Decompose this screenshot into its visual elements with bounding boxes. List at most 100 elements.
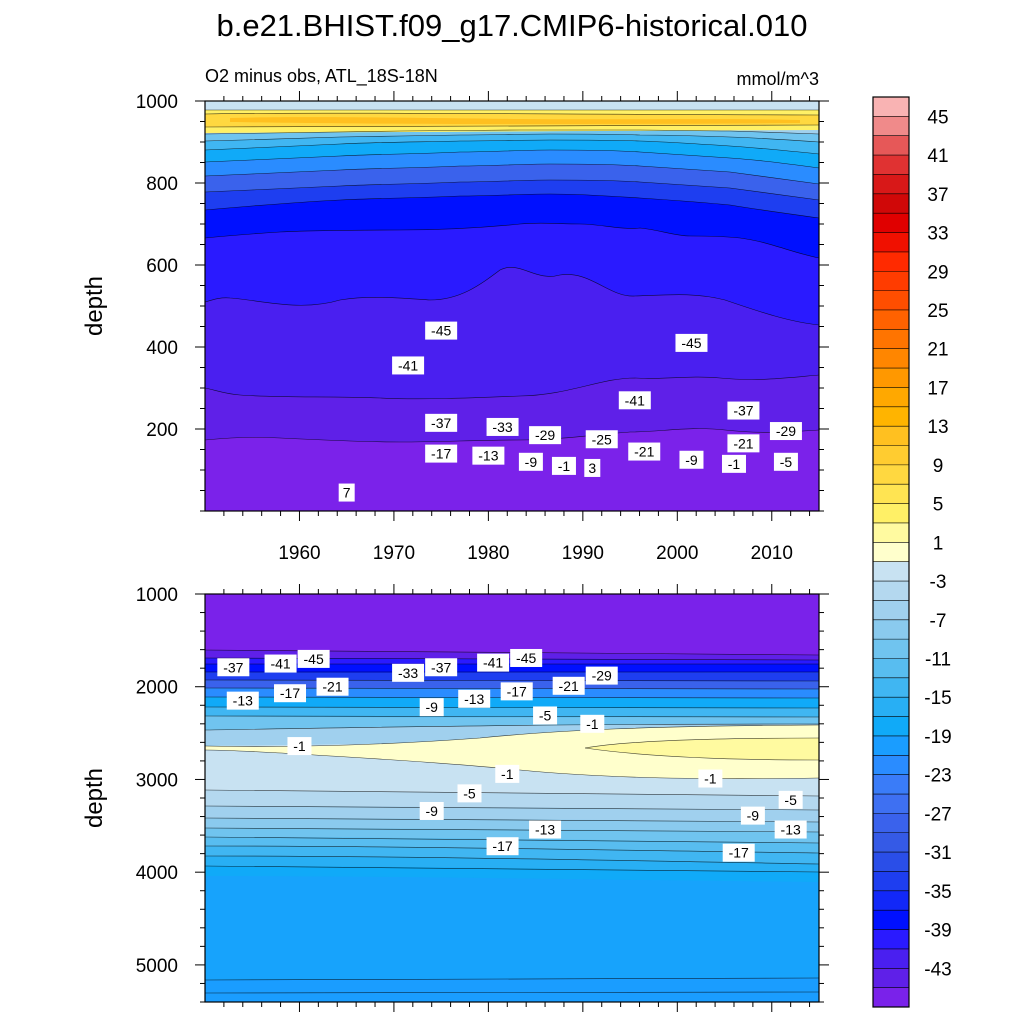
svg-text:-9: -9 [747, 808, 760, 824]
svg-text:-21: -21 [559, 678, 579, 694]
colorbar: 45 41 37 33 29 25 21 17 13 9 5 1 -3 -7 -11 -15 -19 -23 -27… [872, 96, 952, 1008]
bottom-y-tick-label: 4000 [136, 863, 178, 884]
colorbar-swatch [873, 832, 909, 853]
colorbar-swatch [873, 697, 909, 718]
contour-label: -21 [552, 676, 585, 695]
contour-label: -37 [425, 658, 458, 677]
colorbar-label: 29 [927, 262, 948, 283]
contour-label: -17 [486, 837, 519, 856]
contour-label: -1 [551, 456, 576, 475]
colorbar-swatch [873, 97, 909, 117]
contour-label: -1 [698, 769, 723, 788]
svg-text:-41: -41 [625, 392, 645, 408]
top-y-tick-label: 400 [146, 338, 178, 359]
colorbar-label: 45 [927, 107, 948, 128]
svg-text:-9: -9 [525, 454, 538, 470]
colorbar-swatch [873, 329, 909, 350]
svg-text:-5: -5 [784, 792, 797, 808]
colorbar-swatch [873, 368, 909, 388]
colorbar-label: 25 [927, 301, 948, 322]
svg-text:-45: -45 [681, 335, 701, 351]
svg-text:-45: -45 [516, 650, 536, 666]
bottom-y-axis: 1000 2000 3000 4000 5000 [136, 585, 829, 1003]
svg-text:-29: -29 [535, 427, 555, 443]
contour-label: -1 [287, 737, 312, 756]
colorbar-swatch [873, 542, 909, 563]
top-contour-labels: 7-17 -13 -9 -1 3-21-9 -1 -5-29 -25 -21-29-33-37-… [338, 321, 802, 502]
svg-text:-21: -21 [634, 444, 654, 460]
svg-text:-17: -17 [729, 845, 749, 861]
contour-label: -9 [419, 801, 444, 820]
contour-label: -41 [477, 653, 510, 672]
svg-text:-25: -25 [592, 431, 612, 447]
colorbar-swatch [873, 987, 909, 1008]
contour-label: -41 [264, 654, 297, 673]
colorbar-label: 5 [933, 495, 944, 516]
top-x-tick-label: 2000 [656, 543, 698, 564]
bottom-x-axis [223, 584, 811, 1012]
bottom-y-axis-label: depth [81, 768, 108, 828]
bottom-y-tick-label: 2000 [136, 678, 178, 699]
colorbar-swatch [873, 619, 909, 640]
contour-label: -9 [518, 452, 543, 471]
contour-label: -5 [533, 706, 558, 725]
svg-text:-13: -13 [464, 691, 484, 707]
contour-label: -29 [529, 426, 562, 445]
top-x-tick-label: 2010 [751, 543, 793, 564]
contour-label: -33 [486, 417, 519, 436]
svg-text:-17: -17 [492, 838, 512, 854]
svg-text:-5: -5 [539, 707, 552, 723]
colorbar-swatch [873, 639, 909, 659]
top-y-tick-label: 600 [146, 256, 178, 277]
colorbar-swatch [873, 232, 909, 253]
svg-text:-17: -17 [507, 683, 527, 699]
svg-text:-17: -17 [431, 446, 451, 462]
colorbar-swatch [873, 522, 909, 543]
svg-text:-17: -17 [280, 685, 300, 701]
svg-text:7: 7 [343, 485, 351, 501]
contour-label: -29 [769, 422, 802, 441]
colorbar-label: -31 [924, 843, 951, 864]
colorbar-swatch [873, 387, 909, 408]
colorbar-label: 1 [933, 533, 944, 554]
svg-text:-9: -9 [685, 452, 698, 468]
colorbar-swatch [873, 852, 909, 872]
bottom-y-tick-label: 5000 [136, 956, 178, 977]
colorbar-swatch [873, 968, 909, 989]
contour-label: -29 [585, 666, 618, 685]
svg-text:-13: -13 [478, 448, 498, 464]
svg-text:-5: -5 [463, 785, 476, 801]
colorbar-label: 21 [927, 340, 948, 361]
svg-text:-29: -29 [592, 668, 612, 684]
contour-label: -5 [778, 790, 803, 809]
svg-text:-1: -1 [728, 456, 741, 472]
colorbar-swatch [873, 213, 909, 234]
contour-label: -37 [425, 413, 458, 432]
colorbar-label: -15 [924, 688, 951, 709]
colorbar-swatch [873, 406, 909, 427]
contour-label: -45 [297, 649, 330, 668]
top-subtitle-left: O2 minus obs, ATL_18S-18N [205, 66, 438, 87]
svg-text:-37: -37 [733, 403, 753, 419]
colorbar-swatch [873, 581, 909, 601]
colorbar-swatch [873, 561, 909, 582]
svg-text:-29: -29 [776, 423, 796, 439]
colorbar-swatch [873, 309, 909, 330]
colorbar-swatch [873, 948, 909, 969]
colorbar-swatch [873, 735, 909, 756]
colorbar-swatch [873, 155, 909, 175]
colorbar-swatch [873, 658, 909, 679]
colorbar-label: 17 [927, 378, 948, 399]
contour-label: -25 [585, 430, 618, 449]
svg-text:-41: -41 [270, 656, 290, 672]
colorbar-swatch [873, 774, 909, 795]
svg-text:-1: -1 [586, 716, 599, 732]
contour-label: -13 [472, 446, 505, 465]
contour-label: -17 [722, 843, 755, 862]
colorbar-label: 37 [927, 185, 948, 206]
top-y-axis-label: depth [81, 276, 108, 336]
top-subtitle-right: mmol/m^3 [737, 69, 819, 89]
colorbar-swatch [873, 503, 909, 524]
top-y-axis: 200 400 600 800 1000 [136, 92, 829, 512]
